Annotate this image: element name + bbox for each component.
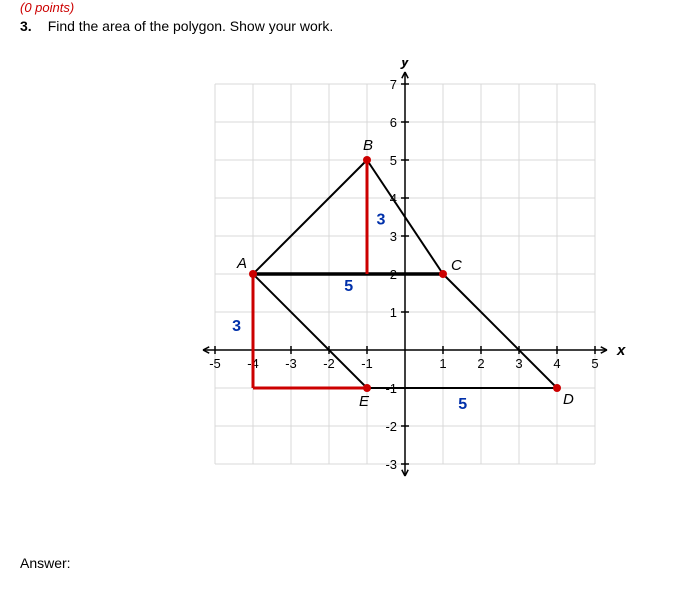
- question-number: 3.: [20, 18, 32, 34]
- svg-text:5: 5: [591, 356, 598, 371]
- svg-text:5: 5: [458, 396, 467, 413]
- svg-text:5: 5: [390, 153, 397, 168]
- svg-text:3: 3: [515, 356, 522, 371]
- svg-text:4: 4: [553, 356, 560, 371]
- points-header: (0 points): [20, 0, 74, 15]
- svg-text:-1: -1: [361, 356, 373, 371]
- svg-text:A: A: [236, 255, 247, 272]
- svg-text:-5: -5: [209, 356, 221, 371]
- svg-text:D: D: [563, 391, 574, 408]
- svg-text:1: 1: [439, 356, 446, 371]
- svg-text:-3: -3: [385, 457, 397, 472]
- svg-text:-2: -2: [323, 356, 335, 371]
- svg-text:3: 3: [377, 212, 386, 229]
- svg-text:-3: -3: [285, 356, 297, 371]
- coordinate-chart: -5-4-3-2-112345-3-2-11234567yxABCDE3535: [195, 60, 635, 500]
- svg-text:x: x: [616, 342, 626, 359]
- svg-text:7: 7: [390, 77, 397, 92]
- svg-text:3: 3: [390, 229, 397, 244]
- svg-text:5: 5: [344, 278, 353, 295]
- svg-text:B: B: [363, 137, 373, 154]
- svg-text:6: 6: [390, 115, 397, 130]
- svg-text:y: y: [400, 60, 410, 70]
- svg-text:C: C: [451, 257, 462, 274]
- svg-text:1: 1: [390, 305, 397, 320]
- svg-text:-2: -2: [385, 419, 397, 434]
- question-row: 3. Find the area of the polygon. Show yo…: [20, 18, 333, 34]
- svg-text:2: 2: [477, 356, 484, 371]
- svg-text:3: 3: [232, 318, 241, 335]
- chart-svg: -5-4-3-2-112345-3-2-11234567yxABCDE3535: [195, 60, 635, 500]
- answer-label: Answer:: [20, 555, 71, 571]
- question-text: Find the area of the polygon. Show your …: [48, 18, 334, 34]
- svg-text:E: E: [359, 393, 370, 410]
